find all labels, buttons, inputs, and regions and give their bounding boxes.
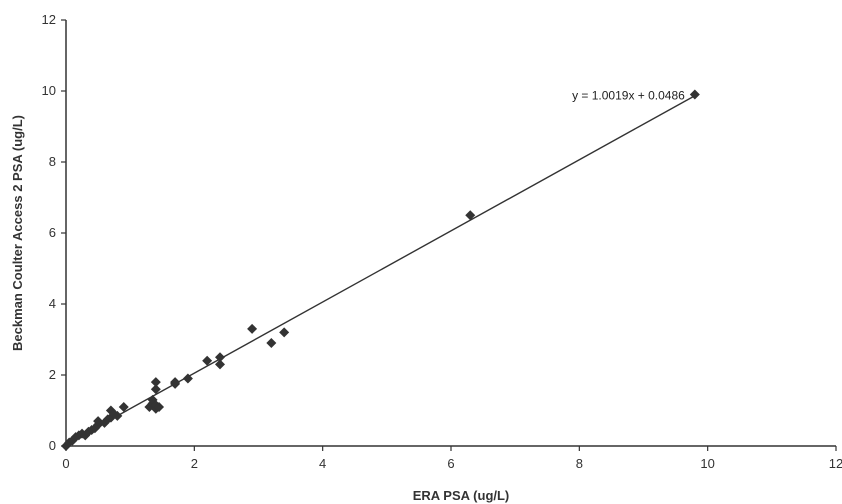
trendline-equation: y = 1.0019x + 0.0486 xyxy=(572,89,685,103)
data-point xyxy=(202,355,213,366)
data-point xyxy=(689,89,700,100)
data-point xyxy=(150,377,161,388)
data-point xyxy=(279,327,290,338)
x-axis-title: ERA PSA (ug/L) xyxy=(413,488,510,503)
data-point xyxy=(182,373,193,384)
data-point xyxy=(150,384,161,395)
y-tick-label: 0 xyxy=(49,438,56,453)
x-tick-label: 12 xyxy=(829,456,842,471)
x-tick-label: 10 xyxy=(700,456,714,471)
data-point xyxy=(215,359,225,370)
y-tick-label: 8 xyxy=(49,154,56,169)
data-point xyxy=(247,323,258,334)
data-point xyxy=(266,338,277,349)
y-tick-label: 10 xyxy=(42,83,56,98)
y-axis-title: Beckman Coulter Access 2 PSA (ug/L) xyxy=(10,115,25,351)
data-point xyxy=(215,352,225,363)
y-ticks: 0 2 4 6 8 10 12 xyxy=(42,12,66,453)
axes xyxy=(65,20,836,447)
y-tick-label: 6 xyxy=(49,225,56,240)
x-tick-label: 6 xyxy=(447,456,454,471)
data-point xyxy=(112,410,123,421)
x-tick-label: 4 xyxy=(319,456,326,471)
y-tick-label: 4 xyxy=(49,296,56,311)
data-points xyxy=(61,89,700,451)
x-tick-label: 8 xyxy=(576,456,583,471)
data-point xyxy=(118,401,129,412)
data-point xyxy=(170,377,181,388)
x-ticks: 0 2 4 6 8 10 12 xyxy=(62,446,842,471)
x-tick-label: 0 xyxy=(62,456,69,471)
data-point xyxy=(154,401,165,412)
trendline xyxy=(65,95,696,445)
y-tick-label: 2 xyxy=(49,367,56,382)
y-tick-label: 12 xyxy=(42,12,56,27)
x-tick-label: 2 xyxy=(191,456,198,471)
data-point xyxy=(465,210,476,221)
